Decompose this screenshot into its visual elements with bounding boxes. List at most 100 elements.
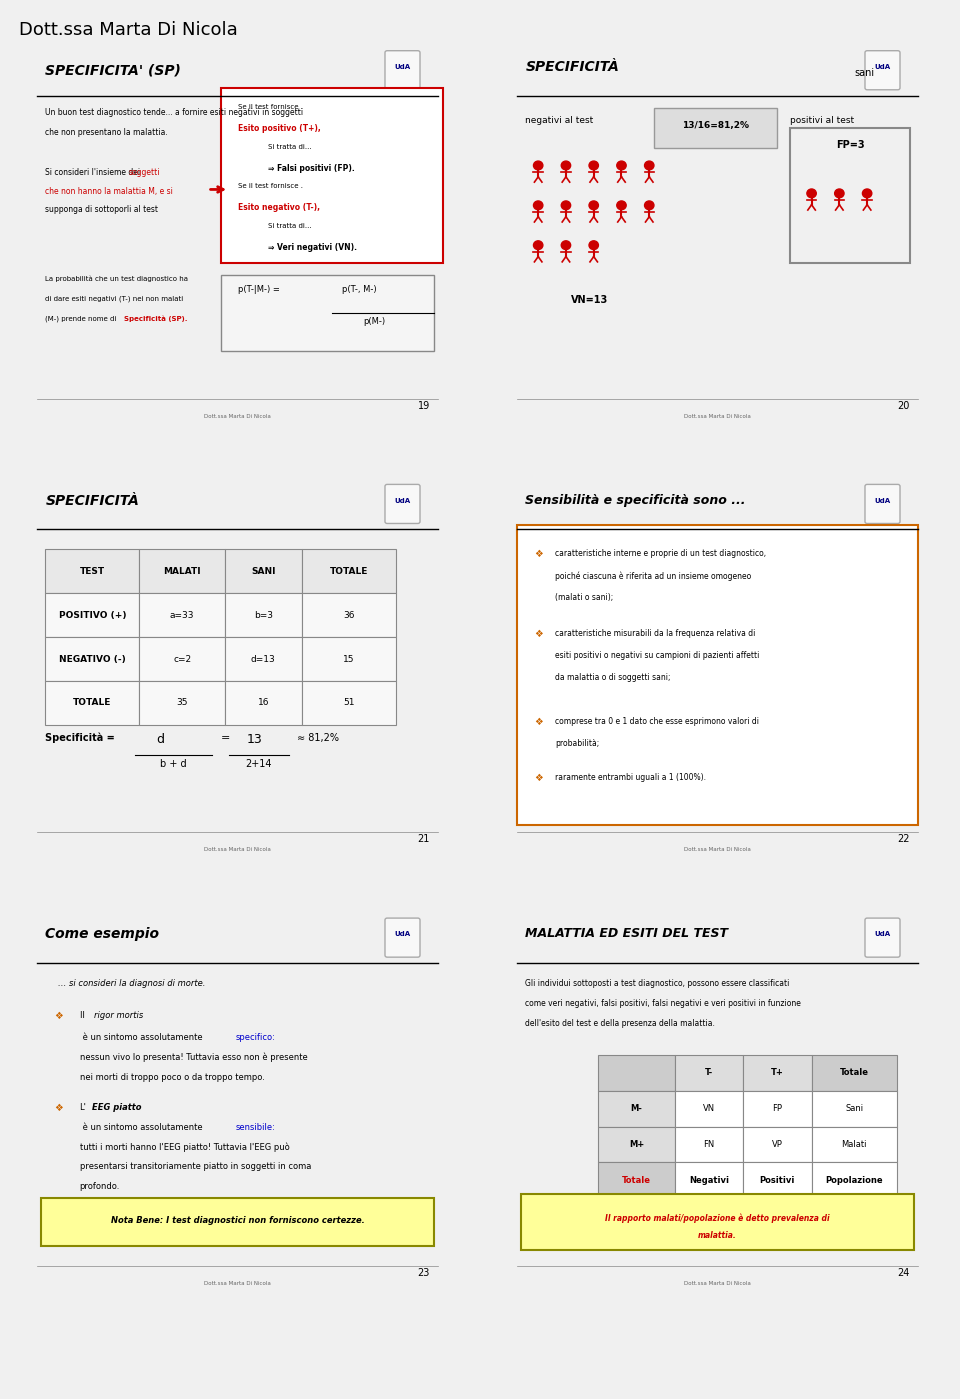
Text: Se il test fornisce .: Se il test fornisce . xyxy=(238,104,302,109)
Bar xyxy=(301,550,396,593)
Text: Dott.ssa Marta Di Nicola: Dott.ssa Marta Di Nicola xyxy=(684,848,751,852)
Text: Un buon test diagnostico tende... a fornire esiti negativi in soggetti: Un buon test diagnostico tende... a forn… xyxy=(45,108,303,116)
Text: da malattia o di soggetti sani;: da malattia o di soggetti sani; xyxy=(555,673,671,681)
FancyArrowPatch shape xyxy=(210,186,223,192)
Text: ❖: ❖ xyxy=(534,716,542,727)
Text: SPECIFICITA' (SP): SPECIFICITA' (SP) xyxy=(45,64,181,78)
Bar xyxy=(598,1126,675,1163)
Text: M+: M+ xyxy=(629,1140,644,1149)
Text: probabilità;: probabilità; xyxy=(555,739,599,748)
Text: comprese tra 0 e 1 dato che esse esprimono valori di: comprese tra 0 e 1 dato che esse esprimo… xyxy=(555,716,759,726)
FancyBboxPatch shape xyxy=(865,50,900,90)
Circle shape xyxy=(616,161,626,169)
Text: 20: 20 xyxy=(898,400,910,411)
Bar xyxy=(598,1163,675,1199)
Text: Dott.ssa Marta Di Nicola: Dott.ssa Marta Di Nicola xyxy=(684,414,751,418)
Text: Esito positivo (T+),: Esito positivo (T+), xyxy=(238,123,321,133)
Text: T+: T+ xyxy=(771,1069,784,1077)
FancyBboxPatch shape xyxy=(865,918,900,957)
Text: Come esempio: Come esempio xyxy=(45,928,159,942)
Text: TEST: TEST xyxy=(80,567,105,576)
Text: raramente entrambi uguali a 1 (100%).: raramente entrambi uguali a 1 (100%). xyxy=(555,772,707,782)
Text: è un sintomo assolutamente: è un sintomo assolutamente xyxy=(80,1122,204,1132)
Text: 2+14: 2+14 xyxy=(246,758,273,768)
Text: Il rapporto malati/popolazione è detto prevalenza di: Il rapporto malati/popolazione è detto p… xyxy=(606,1213,829,1223)
FancyBboxPatch shape xyxy=(385,50,420,90)
Text: che non hanno la malattia M, e si: che non hanno la malattia M, e si xyxy=(45,187,173,196)
Text: nessun vivo lo presenta! Tuttavia esso non è presente: nessun vivo lo presenta! Tuttavia esso n… xyxy=(80,1053,307,1062)
Bar xyxy=(743,1163,811,1199)
Bar xyxy=(811,1126,897,1163)
Text: 51: 51 xyxy=(343,698,354,708)
Text: 22: 22 xyxy=(898,834,910,845)
Circle shape xyxy=(534,161,542,169)
Text: soggetti: soggetti xyxy=(129,168,160,176)
Text: UdA: UdA xyxy=(395,64,411,70)
Bar xyxy=(225,593,301,637)
Circle shape xyxy=(534,201,542,210)
Circle shape xyxy=(807,189,816,197)
Text: 15: 15 xyxy=(343,655,354,663)
Bar xyxy=(675,1055,743,1091)
Text: 19: 19 xyxy=(418,400,430,411)
Text: UdA: UdA xyxy=(875,498,891,504)
Text: profondo.: profondo. xyxy=(80,1182,120,1192)
Bar xyxy=(225,637,301,681)
Text: Positivi: Positivi xyxy=(759,1177,795,1185)
Text: 13: 13 xyxy=(247,733,263,746)
Text: Esito negativo (T-),: Esito negativo (T-), xyxy=(238,203,320,213)
Bar xyxy=(811,1091,897,1126)
Bar xyxy=(811,1055,897,1091)
Text: SPECIFICITÀ: SPECIFICITÀ xyxy=(45,494,139,508)
Text: presentarsi transitoriamente piatto in soggetti in coma: presentarsi transitoriamente piatto in s… xyxy=(80,1163,311,1171)
Text: 13/16=81,2%: 13/16=81,2% xyxy=(682,122,749,130)
Bar xyxy=(743,1091,811,1126)
Text: che non presentano la malattia.: che non presentano la malattia. xyxy=(45,127,168,137)
Text: b=3: b=3 xyxy=(253,611,273,620)
Circle shape xyxy=(589,161,598,169)
Text: MALATTIA ED ESITI DEL TEST: MALATTIA ED ESITI DEL TEST xyxy=(525,928,729,940)
Text: di dare esiti negativi (T-) nei non malati: di dare esiti negativi (T-) nei non mala… xyxy=(45,295,183,302)
Text: SPECIFICITÀ: SPECIFICITÀ xyxy=(525,60,619,74)
Circle shape xyxy=(589,201,598,210)
FancyBboxPatch shape xyxy=(221,276,434,351)
Text: 36: 36 xyxy=(343,611,354,620)
Text: specifico:: specifico: xyxy=(235,1032,276,1042)
Text: Malati: Malati xyxy=(842,1140,867,1149)
Text: VP: VP xyxy=(772,1140,782,1149)
Bar xyxy=(743,1126,811,1163)
Text: UdA: UdA xyxy=(395,932,411,937)
Text: Il: Il xyxy=(80,1011,87,1020)
Text: UdA: UdA xyxy=(395,498,411,504)
Bar xyxy=(598,1055,675,1091)
Text: POSITIVO (+): POSITIVO (+) xyxy=(59,611,126,620)
Circle shape xyxy=(644,161,654,169)
Text: a=33: a=33 xyxy=(170,611,194,620)
Text: 24: 24 xyxy=(898,1267,910,1279)
Text: Sani: Sani xyxy=(845,1104,863,1114)
Text: (malati o sani);: (malati o sani); xyxy=(555,593,613,602)
Text: come veri negativi, falsi positivi, falsi negativi e veri positivi in funzione: come veri negativi, falsi positivi, fals… xyxy=(525,999,802,1009)
Text: 21: 21 xyxy=(418,834,430,845)
FancyBboxPatch shape xyxy=(654,108,778,148)
Text: ❖: ❖ xyxy=(534,550,542,560)
Text: TOTALE: TOTALE xyxy=(329,567,368,576)
Text: Si consideri l'insieme dei: Si consideri l'insieme dei xyxy=(45,168,143,176)
Text: Dott.ssa Marta Di Nicola: Dott.ssa Marta Di Nicola xyxy=(204,414,271,418)
Bar xyxy=(139,593,225,637)
Text: Dott.ssa Marta Di Nicola: Dott.ssa Marta Di Nicola xyxy=(204,848,271,852)
Text: FP: FP xyxy=(773,1104,782,1114)
Text: c=2: c=2 xyxy=(173,655,191,663)
Circle shape xyxy=(644,201,654,210)
Text: … si consideri la diagnosi di morte.: … si consideri la diagnosi di morte. xyxy=(59,979,205,988)
Text: Specificità (SP).: Specificità (SP). xyxy=(125,315,188,322)
Text: ≈ 81,2%: ≈ 81,2% xyxy=(298,733,340,743)
Text: positivi al test: positivi al test xyxy=(790,116,854,125)
FancyBboxPatch shape xyxy=(385,484,420,523)
Text: La probabilità che un test diagnostico ha: La probabilità che un test diagnostico h… xyxy=(45,276,188,281)
Text: MALATI: MALATI xyxy=(163,567,201,576)
Text: 23: 23 xyxy=(418,1267,430,1279)
Text: Negativi: Negativi xyxy=(689,1177,729,1185)
Text: VN=13: VN=13 xyxy=(571,295,608,305)
Bar xyxy=(301,681,396,725)
